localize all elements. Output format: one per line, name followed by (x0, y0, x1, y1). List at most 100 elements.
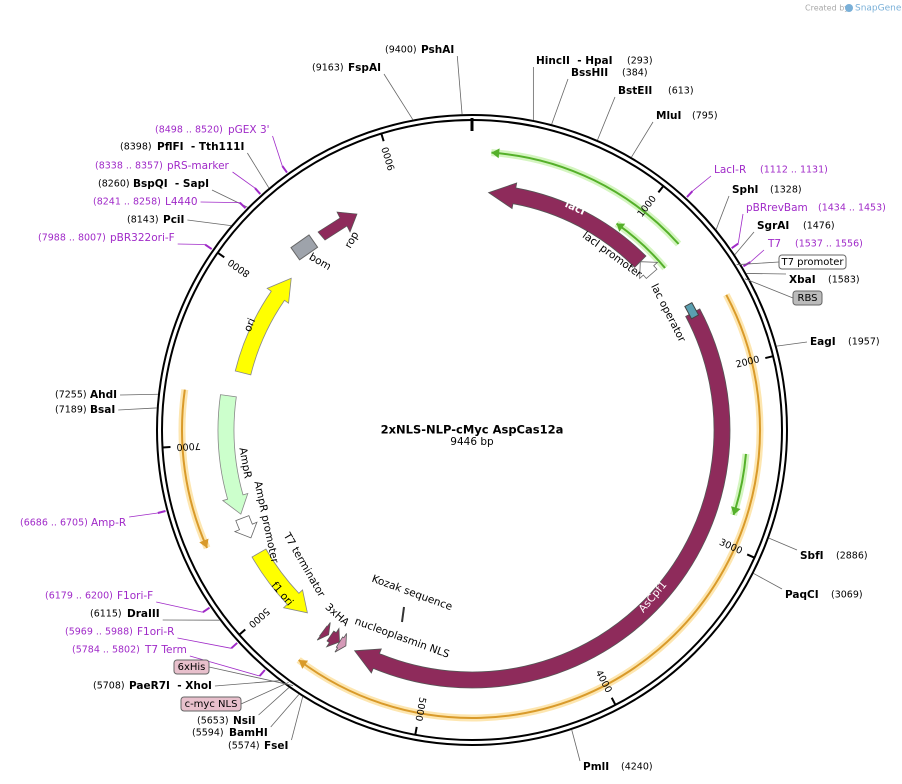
feature-arrow (251, 548, 308, 614)
site-position: (2886) (836, 551, 868, 562)
site-name: SphI (732, 184, 758, 196)
site-name: EagI (810, 336, 836, 348)
tag-box (173, 659, 210, 675)
bom-box (290, 234, 319, 261)
site-position: (1583) (828, 275, 860, 286)
leader-line (120, 393, 159, 396)
feature-label: bom (307, 251, 333, 273)
ruler-tick (610, 697, 617, 706)
site-name: SbfI (800, 550, 824, 562)
site-name: PshAI (421, 44, 454, 56)
ruler-tick (380, 133, 385, 142)
ruler-tick (217, 251, 225, 259)
leader-line (177, 243, 206, 245)
primer-range: (1112 .. 1131) (760, 165, 828, 176)
lac-operator-box (684, 301, 700, 320)
primer-range: (5969 .. 5988) (65, 627, 133, 638)
tag-label: RBS (798, 293, 818, 304)
tag-leader (208, 666, 294, 686)
ruler-tick (765, 355, 774, 360)
leader-line (768, 537, 798, 551)
leader-line (597, 96, 616, 141)
leader-line (187, 219, 232, 227)
site-name: BspQI - SapI (133, 178, 209, 190)
site-position: (5594) (192, 728, 224, 739)
feature-arrow (325, 627, 340, 648)
tag-box (180, 696, 242, 712)
highlight-arrow (199, 538, 209, 548)
leader-line (631, 121, 654, 158)
leader-line (200, 201, 240, 204)
feature-arrow (316, 622, 331, 641)
primer-mark (281, 165, 288, 174)
tag-leader (744, 278, 794, 299)
ruler-label: 5000 (412, 696, 427, 722)
primer-mark (731, 242, 739, 249)
feature-label: ori (242, 316, 258, 333)
leader-line (177, 637, 232, 649)
site-position: (1476) (803, 221, 835, 232)
leader-line (214, 680, 280, 687)
primer-mark (258, 669, 266, 677)
primer-name: T7 Term (144, 644, 187, 656)
leader-line (734, 231, 755, 255)
primer-name: pGEX 3' (228, 124, 270, 136)
highlight-arc (491, 151, 680, 245)
tag-box (778, 254, 847, 270)
site-name: PflFI - Tth111I (157, 141, 244, 153)
site-position: (6115) (90, 609, 122, 620)
site-position: (8398) (120, 142, 152, 153)
tag-leader (240, 682, 289, 705)
highlight-arc (298, 294, 761, 719)
tag-label: T7 promoter (780, 257, 844, 268)
highlight-arrow (491, 148, 500, 159)
leader-line (571, 729, 581, 762)
primer-mark (157, 510, 166, 514)
leader-line (272, 135, 283, 167)
primer-name: F1ori-F (117, 590, 153, 602)
site-name: PaqCI (785, 589, 819, 601)
tag-label: 6xHis (178, 662, 206, 673)
primer-mark (686, 190, 694, 198)
primer-range: (5784 .. 5802) (72, 645, 140, 656)
leader-line (118, 407, 157, 411)
site-name: FseI (264, 740, 288, 752)
leader-line (189, 655, 260, 677)
tag-label: c-myc NLS (185, 699, 238, 710)
ruler-label: 9000 (380, 145, 398, 171)
site-name: FspAI (348, 62, 381, 74)
leader-line (270, 694, 300, 728)
site-position: (8260) (98, 179, 130, 190)
primer-name: L4440 (165, 196, 198, 208)
primer-range: (1537 .. 1556) (795, 239, 863, 250)
feature-arrow (487, 182, 647, 268)
primer-mark (204, 243, 213, 250)
leader-line (129, 512, 158, 518)
leader-line (692, 175, 712, 192)
leader-line (551, 78, 569, 125)
leader-line (383, 73, 414, 120)
site-name: PciI (163, 214, 184, 226)
feature-arrow (334, 633, 347, 653)
primer-range: (8241 .. 8258) (93, 197, 161, 208)
site-name: DraIII (127, 608, 160, 620)
site-position: (1328) (770, 185, 802, 196)
site-position: (7189) (55, 405, 87, 416)
ruler-tick (657, 185, 665, 193)
leader-line (456, 55, 463, 115)
ruler-label: 5000 (246, 605, 271, 629)
primer-range: (1434 .. 1453) (818, 203, 886, 214)
primer-mark (202, 606, 211, 614)
site-name: PaeR7I - XhoI (129, 680, 212, 692)
feature-arrow (353, 308, 731, 689)
length: 9446 bp (450, 436, 494, 448)
tag-leader (736, 261, 780, 266)
feature-label: lac operator (648, 282, 688, 345)
site-name: AhdI (90, 389, 117, 401)
primer-name: pBR322ori-F (110, 232, 175, 244)
site-position: (8143) (127, 215, 159, 226)
feature-label: AmpR (236, 447, 253, 480)
primer-mark (230, 642, 238, 650)
highlight-arrow (298, 660, 309, 669)
